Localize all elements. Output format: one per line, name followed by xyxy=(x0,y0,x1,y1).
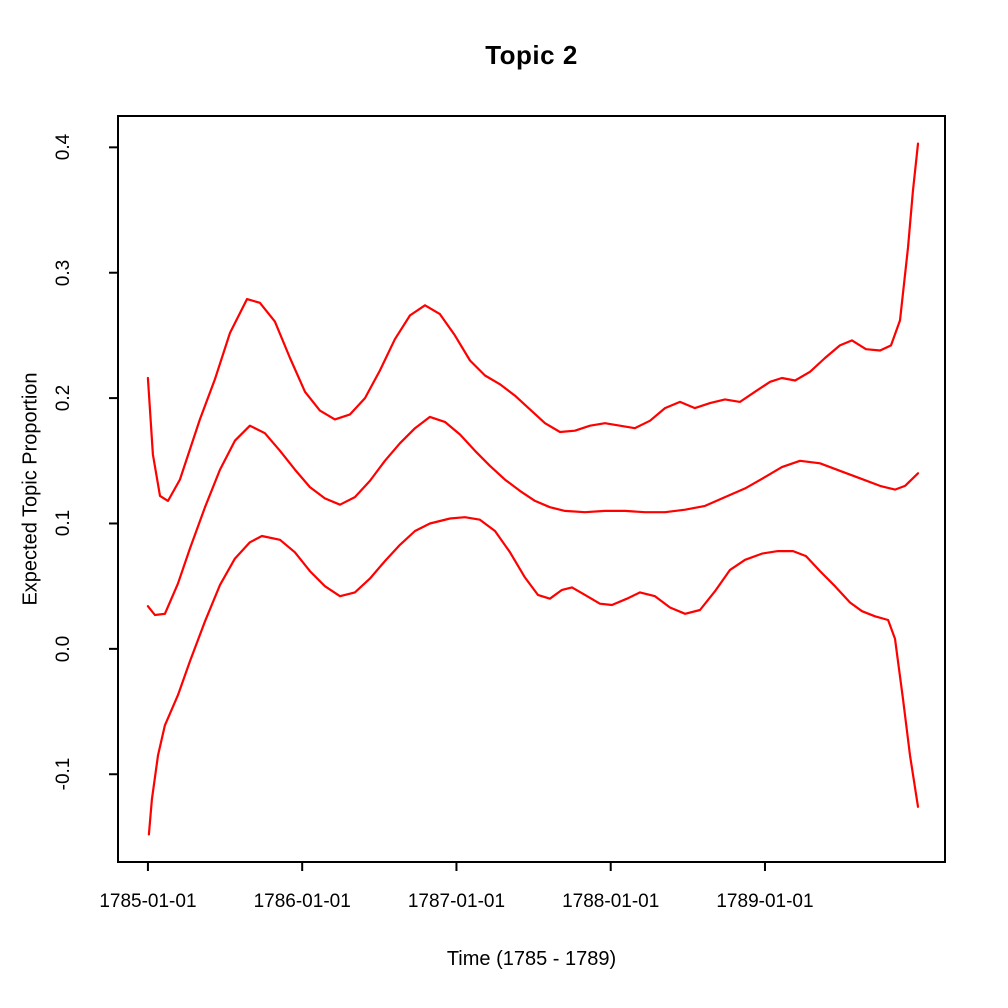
y-tick-label: -0.1 xyxy=(53,757,74,791)
estimate-line xyxy=(146,415,920,617)
x-tick-label: 1789-01-01 xyxy=(716,891,814,912)
lower-confidence-band-line xyxy=(147,516,920,836)
y-tick-label: 0.1 xyxy=(53,510,74,537)
upper-confidence-band-line xyxy=(146,142,920,502)
x-tick-label: 1787-01-01 xyxy=(407,891,506,912)
y-tick-label: 0.2 xyxy=(53,384,74,412)
x-axis-label: Time (1785 - 1789) xyxy=(446,948,617,970)
y-tick-label: 0.3 xyxy=(53,259,74,286)
x-tick-label: 1785-01-01 xyxy=(99,891,197,912)
x-tick-label: 1786-01-01 xyxy=(253,891,351,912)
y-tick-label: 0.4 xyxy=(53,134,74,161)
chart-title: Topic 2 xyxy=(485,40,578,70)
y-axis-label: Expected Topic Proportion xyxy=(19,372,42,606)
plot-box xyxy=(117,115,946,863)
y-tick-label: 0.0 xyxy=(53,635,74,663)
x-tick-label: 1788-01-01 xyxy=(562,891,660,912)
